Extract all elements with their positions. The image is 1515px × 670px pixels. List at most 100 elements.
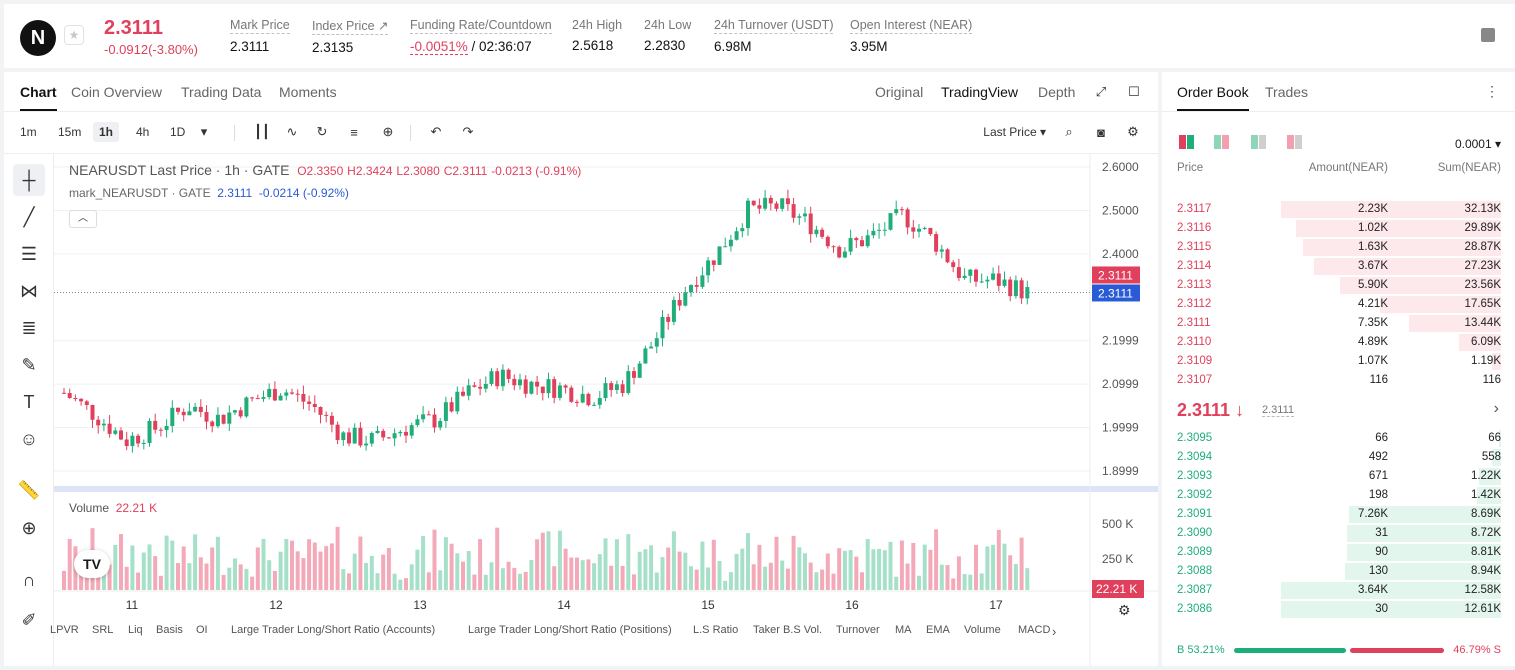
timeframe-15m[interactable]: 15m bbox=[58, 125, 82, 139]
fib-icon[interactable]: ≣ bbox=[21, 317, 37, 338]
chevron-right-icon[interactable]: › bbox=[1493, 400, 1499, 417]
more-options-icon[interactable]: ⋮ bbox=[1485, 83, 1499, 99]
search-icon[interactable]: ⌕ bbox=[1065, 124, 1073, 139]
order-book-row[interactable]: 2.3095 66 66 bbox=[1162, 429, 1515, 448]
view-asks-icon[interactable] bbox=[1251, 135, 1267, 149]
pattern-icon[interactable]: ⋈ bbox=[20, 280, 38, 301]
magnet-icon[interactable]: ∩ bbox=[22, 569, 36, 590]
order-book-row[interactable]: 2.3107 116 116 bbox=[1162, 371, 1515, 390]
fullscreen-icon[interactable]: ☐ bbox=[1128, 84, 1140, 99]
timeframe-1d[interactable]: 1D bbox=[170, 125, 186, 139]
text-icon[interactable]: T bbox=[23, 391, 35, 412]
horizontal-lines-icon[interactable]: ☰ bbox=[20, 243, 38, 264]
order-book-row[interactable]: 2.3111 7.35K 13.44K bbox=[1162, 314, 1515, 333]
stat-label[interactable]: 24h Turnover (USDT) bbox=[714, 18, 834, 34]
stat-label[interactable]: Funding Rate/Countdown bbox=[410, 18, 552, 34]
trendline-icon[interactable]: ╱ bbox=[23, 206, 35, 227]
order-book-row[interactable]: 2.3092 198 1.42K bbox=[1162, 486, 1515, 505]
order-book-row[interactable]: 2.3109 1.07K 1.19K bbox=[1162, 352, 1515, 371]
volume-bar bbox=[386, 547, 391, 590]
ruler-icon[interactable]: 📏 bbox=[17, 479, 41, 500]
timeframe-1m[interactable]: 1m bbox=[20, 125, 37, 139]
order-book-row[interactable]: 2.3116 1.02K 29.89K bbox=[1162, 219, 1515, 238]
timeframe-1h[interactable]: 1h bbox=[93, 122, 120, 142]
indicator-lt-ratio-accounts[interactable]: Large Trader Long/Short Ratio (Accounts) bbox=[231, 624, 436, 636]
tab-trades[interactable]: Trades bbox=[1265, 84, 1309, 100]
volume-bar bbox=[671, 531, 676, 590]
order-book-row[interactable]: 2.3089 90 8.81K bbox=[1162, 543, 1515, 562]
view-tradingview[interactable]: TradingView bbox=[941, 84, 1019, 100]
timeframe-4h[interactable]: 4h bbox=[136, 125, 150, 139]
order-book-row[interactable]: 2.3094 492 558 bbox=[1162, 448, 1515, 467]
view-sells-icon[interactable] bbox=[1287, 135, 1303, 149]
view-bids-icon[interactable] bbox=[1214, 135, 1230, 149]
view-depth[interactable]: Depth bbox=[1038, 84, 1076, 100]
chart-plot-area[interactable]: 2.6000 2.5000 2.4000 2.1999 2.0999 1.9999 1.89… bbox=[54, 154, 1158, 666]
indicator-turnover[interactable]: Turnover bbox=[836, 624, 880, 636]
indicator-lpvr[interactable]: LPVR bbox=[50, 624, 79, 636]
chart-settings-icon[interactable]: ⚙ bbox=[1118, 602, 1131, 618]
indicator-volume[interactable]: Volume bbox=[964, 624, 1001, 636]
tab-chart[interactable]: Chart bbox=[20, 84, 57, 111]
last-price-badge bbox=[1092, 266, 1140, 284]
candlestick-chart[interactable]: 2.6000 2.5000 2.4000 2.1999 2.0999 1.9999 1.89… bbox=[54, 154, 1158, 666]
tab-trading-data[interactable]: Trading Data bbox=[181, 84, 262, 100]
order-book-row[interactable]: 2.3091 7.26K 8.69K bbox=[1162, 505, 1515, 524]
indicators-icon[interactable]: ∿ bbox=[286, 124, 298, 139]
order-book-row[interactable]: 2.3114 3.67K 27.23K bbox=[1162, 257, 1515, 276]
indicator-liq[interactable]: Liq bbox=[128, 624, 143, 636]
replay-icon[interactable]: ↻ bbox=[316, 124, 328, 139]
order-book-row[interactable]: 2.3113 5.90K 23.56K bbox=[1162, 276, 1515, 295]
indicator-macd[interactable]: MACD bbox=[1018, 624, 1051, 636]
candle-body bbox=[84, 401, 89, 406]
timeframe-dropdown-icon[interactable]: ▾ bbox=[200, 124, 208, 139]
indicator-oi[interactable]: OI bbox=[196, 624, 208, 636]
candle-body bbox=[649, 346, 654, 349]
indicator-ls-ratio[interactable]: L.S Ratio bbox=[693, 624, 739, 636]
order-book-row[interactable]: 2.3087 3.64K 12.58K bbox=[1162, 581, 1515, 600]
order-book-row[interactable]: 2.3090 31 8.72K bbox=[1162, 524, 1515, 543]
chevron-right-icon[interactable]: › bbox=[1052, 624, 1057, 639]
stat-label[interactable]: Index Price ↗ bbox=[312, 19, 389, 35]
order-book-row[interactable]: 2.3115 1.63K 28.87K bbox=[1162, 238, 1515, 257]
stat-label[interactable]: Open Interest (NEAR) bbox=[850, 18, 973, 34]
order-book-row[interactable]: 2.3112 4.21K 17.65K bbox=[1162, 295, 1515, 314]
zoom-in-icon[interactable]: ⊕ bbox=[21, 517, 37, 538]
price-type-select[interactable]: Last Price ▾ bbox=[983, 125, 1046, 139]
book-icon[interactable] bbox=[1481, 28, 1495, 42]
collapse-legend-button[interactable]: ︿ bbox=[69, 210, 97, 228]
row-price: 2.3093 bbox=[1177, 470, 1213, 482]
indicator-lt-ratio-positions[interactable]: Large Trader Long/Short Ratio (Positions… bbox=[468, 624, 672, 636]
precision-select[interactable]: 0.0001 ▾ bbox=[1454, 137, 1501, 151]
indicator-basis[interactable]: Basis bbox=[156, 624, 183, 636]
stat-label[interactable]: Mark Price bbox=[230, 18, 290, 34]
order-book-row[interactable]: 2.3093 671 1.22K bbox=[1162, 467, 1515, 486]
crosshair-icon[interactable]: ┼ bbox=[13, 164, 45, 196]
row-price: 2.3112 bbox=[1177, 298, 1212, 310]
brush-icon[interactable]: ✎ bbox=[21, 354, 37, 375]
favorite-star-icon[interactable]: ★ bbox=[64, 25, 84, 45]
view-both-icon[interactable] bbox=[1179, 135, 1195, 149]
gear-icon[interactable]: ⚙ bbox=[1127, 124, 1139, 139]
edit-icon[interactable]: ✐ bbox=[21, 609, 37, 630]
camera-icon[interactable]: ◙ bbox=[1097, 124, 1105, 140]
order-book-row[interactable]: 2.3110 4.89K 6.09K bbox=[1162, 333, 1515, 352]
tab-order-book[interactable]: Order Book bbox=[1177, 84, 1249, 111]
indicator-ema[interactable]: EMA bbox=[926, 624, 950, 636]
order-book-row[interactable]: 2.3117 2.23K 32.13K bbox=[1162, 200, 1515, 219]
tab-coin-overview[interactable]: Coin Overview bbox=[71, 84, 163, 100]
emoji-icon[interactable]: ☺ bbox=[19, 428, 39, 449]
redo-icon[interactable]: ↷ bbox=[462, 124, 474, 139]
settings-list-icon[interactable]: ≡ bbox=[350, 124, 358, 140]
indicator-taker-vol[interactable]: Taker B.S Vol. bbox=[753, 624, 823, 636]
expand-icon[interactable]: ⤢ bbox=[1095, 84, 1107, 99]
tab-moments[interactable]: Moments bbox=[279, 84, 337, 100]
indicator-srl[interactable]: SRL bbox=[92, 624, 114, 636]
view-original[interactable]: Original bbox=[875, 84, 924, 100]
order-book-row[interactable]: 2.3086 30 12.61K bbox=[1162, 600, 1515, 619]
indicator-ma[interactable]: MA bbox=[895, 624, 912, 636]
candle-type-icon[interactable]: ┃┃ bbox=[254, 124, 270, 139]
undo-icon[interactable]: ↶ bbox=[430, 124, 442, 139]
add-indicator-icon[interactable]: ⊕ bbox=[382, 124, 394, 139]
order-book-row[interactable]: 2.3088 130 8.94K bbox=[1162, 562, 1515, 581]
